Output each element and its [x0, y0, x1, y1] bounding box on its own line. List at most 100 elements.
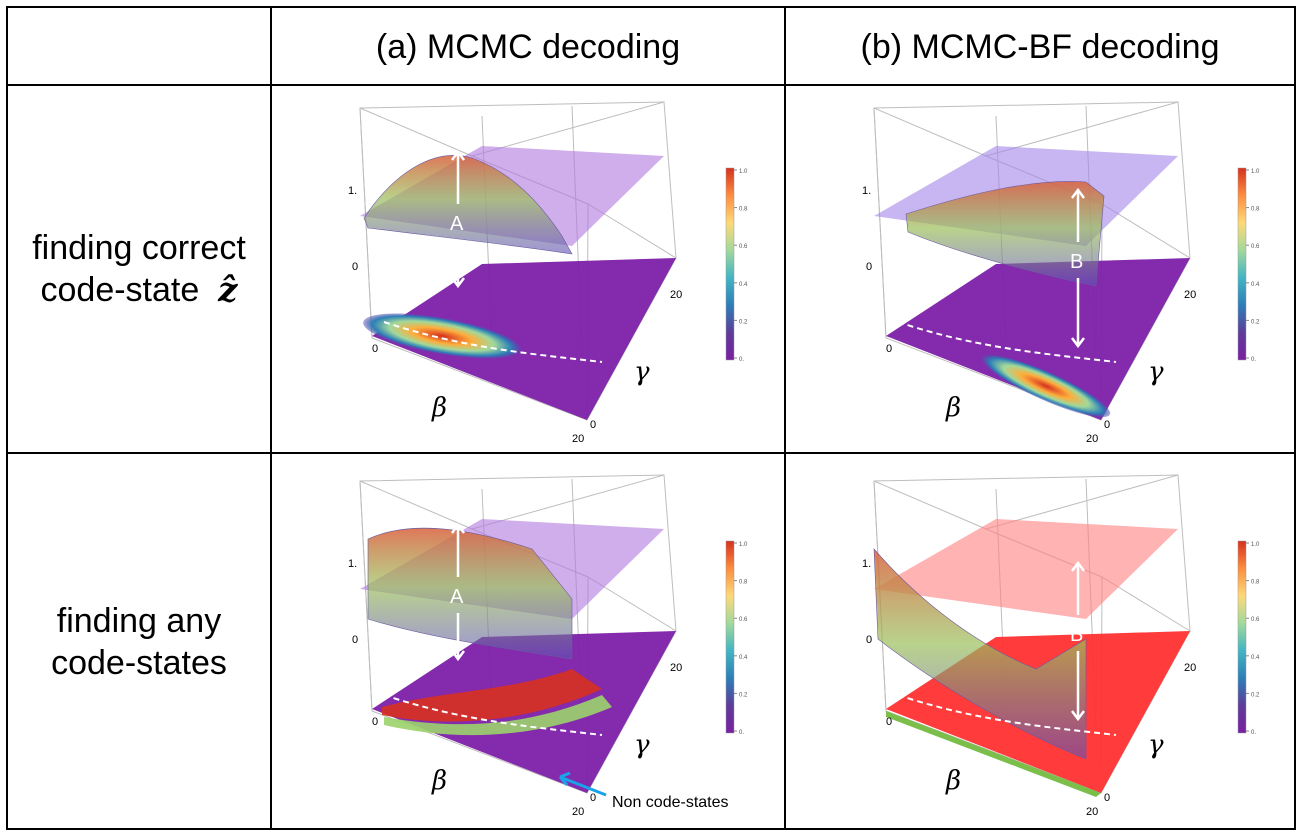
colorbar-tick-label: 0. [1251, 357, 1256, 363]
colorbar-tick-label: 0. [739, 357, 744, 363]
colorbar [725, 167, 735, 361]
colorbar-tick-label: 0.8 [739, 580, 748, 586]
density-region [384, 695, 612, 736]
y-tick-label: 20 [670, 289, 682, 301]
column-divider [270, 8, 272, 828]
dashed-boundary-line [383, 321, 603, 363]
gamma-axis-label: γ [1148, 357, 1164, 387]
beta-axis-label: β [945, 393, 961, 423]
non-code-states-label: Non code-states [612, 794, 729, 811]
plot-mcmcbf-correct: B 1. 0 0 20 0 20 β γ 1.0 0.8 0.6 0.4 0.2 0. [786, 86, 1294, 452]
x-tick-label: 20 [1086, 806, 1098, 818]
gap-marker-label: B [1070, 251, 1083, 273]
row-label-line2: code-states [51, 644, 227, 682]
x-tick-label: 20 [572, 433, 584, 445]
non-code-states-arrow [558, 771, 607, 797]
dashed-boundary-line [383, 694, 603, 736]
colorbar-tick-label: 0.8 [739, 207, 748, 213]
plot-mcmc-any: A 1. 0 0 20 0 20 β γ 1.0 0.8 0.6 0.4 0.2 0. Non code-st… [272, 454, 784, 830]
dashed-boundary-line [897, 694, 1117, 736]
probability-surface [363, 155, 573, 255]
density-region [382, 669, 602, 722]
gamma-axis-label: γ [634, 357, 650, 387]
z-tick-label: 1. [862, 185, 871, 197]
colorbar [725, 540, 735, 734]
plot-mcmc-correct: A 1. 0 0 20 0 20 β γ 1.0 0.8 0.6 0.4 0.2 0. [272, 86, 784, 452]
gamma-axis-label: γ [634, 730, 650, 760]
colorbar-tick-label: 1.0 [739, 169, 748, 175]
figure-table: (a) MCMC decoding (b) MCMC-BF decoding f… [6, 6, 1296, 830]
z-tick-label: 1. [348, 185, 357, 197]
y-tick-label: 0 [1104, 792, 1110, 804]
colorbar-tick-label: 1.0 [1251, 169, 1260, 175]
colorbar-tick-label: 0.6 [1251, 617, 1260, 623]
x-tick-label: 0 [372, 716, 378, 728]
gap-marker-label: A [450, 213, 464, 235]
x-tick-label: 20 [1086, 433, 1098, 445]
z-tick-label: 0 [866, 261, 872, 273]
probability-surface [367, 527, 573, 660]
colorbar-tick-label: 0.4 [739, 655, 748, 661]
y-tick-label: 0 [590, 419, 596, 431]
top-plane [874, 519, 1178, 619]
colorbar-tick-label: 0.8 [1251, 580, 1260, 586]
z-tick-label: 1. [348, 558, 357, 570]
colorbar-tick-label: 1.0 [739, 542, 748, 548]
gap-arrow-down [1071, 651, 1085, 722]
row-label-line2: code-state [40, 271, 200, 309]
gap-arrow-up [451, 149, 465, 204]
floor-plane [372, 258, 676, 420]
colorbar-tick-label: 0.6 [739, 244, 748, 250]
beta-axis-label: β [945, 766, 961, 796]
floor-plane [886, 258, 1190, 420]
colorbar-tick-label: 0.4 [1251, 655, 1260, 661]
x-tick-label: 0 [886, 716, 892, 728]
z-hat-symbol: ẑ [218, 270, 238, 310]
probability-surface [905, 181, 1105, 287]
gamma-axis-label: γ [1148, 730, 1164, 760]
row-label-any: finding any code-states [8, 454, 270, 830]
gap-arrow-up [1071, 560, 1085, 615]
colorbar-tick-label: 0.2 [1251, 319, 1260, 325]
colorbar [1237, 167, 1247, 361]
row-label-line1: finding correct [32, 229, 246, 267]
x-tick-label: 0 [886, 343, 892, 355]
gap-marker-label: A [450, 586, 464, 608]
colorbar-tick-label: 0.4 [739, 282, 748, 288]
gap-marker-label: B [1070, 624, 1083, 646]
gap-arrow-down [1071, 278, 1085, 349]
gap-arrow-down [451, 240, 465, 289]
z-tick-label: 0 [866, 634, 872, 646]
colorbar-tick-label: 0.8 [1251, 207, 1260, 213]
density-region [981, 354, 1111, 418]
colorbar-tick-label: 0.2 [739, 692, 748, 698]
beta-axis-label: β [431, 393, 447, 423]
density-region [886, 711, 1101, 797]
y-tick-label: 20 [1184, 662, 1196, 674]
beta-axis-label: β [431, 766, 447, 796]
y-tick-label: 20 [670, 662, 682, 674]
header-col-b: (b) MCMC-BF decoding [860, 27, 1220, 66]
colorbar [1237, 540, 1247, 734]
row-label-correct: finding correct code-state ẑ [8, 86, 270, 452]
x-tick-label: 0 [372, 343, 378, 355]
row-divider [8, 84, 1294, 86]
y-tick-label: 0 [1104, 419, 1110, 431]
plot-mcmcbf-any: B 1. 0 0 20 0 20 β γ 1.0 0.8 0.6 0.4 0.2 0. [786, 454, 1294, 830]
colorbar-tick-label: 1.0 [1251, 542, 1260, 548]
gap-arrow-up [1071, 187, 1085, 242]
colorbar-tick-label: 0.2 [1251, 692, 1260, 698]
row-divider [8, 452, 1294, 454]
colorbar-tick-label: 0.6 [1251, 244, 1260, 250]
colorbar-tick-label: 0.6 [739, 617, 748, 623]
y-tick-label: 0 [590, 792, 596, 804]
gap-arrow-down [451, 613, 465, 662]
column-divider [784, 8, 786, 828]
